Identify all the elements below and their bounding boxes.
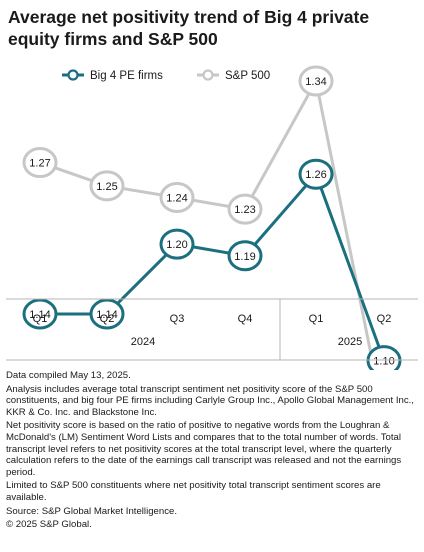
chart-title: Average net positivity trend of Big 4 pr… xyxy=(8,7,370,49)
x-axis: Q1 Q2 Q3 Q4 Q1 Q2 2024 2025 xyxy=(6,298,418,361)
data-point-s0-2 xyxy=(159,228,195,260)
data-label-s0-1: 1.14 xyxy=(96,309,117,321)
series-lines xyxy=(39,79,386,370)
year-label-2025: 2025 xyxy=(338,336,362,348)
data-label-s0-0: 1.14 xyxy=(29,309,50,321)
year-label-2024: 2024 xyxy=(131,336,155,348)
note-compiled: Data compiled May 13, 2025. xyxy=(6,370,131,381)
data-point-s1-3 xyxy=(227,193,263,225)
legend-label-0: Big 4 PE firms xyxy=(90,70,163,82)
note-analysis: Analysis includes average total transcri… xyxy=(6,383,414,418)
legend-marker-0 xyxy=(67,69,79,81)
footnotes: Data compiled May 13, 2025. Analysis inc… xyxy=(6,370,418,533)
data-point-s0-4 xyxy=(298,158,334,190)
data-point-s1-2 xyxy=(159,182,195,213)
note-methodology: Net positivity score is based on the rat… xyxy=(6,420,402,478)
x-tick-label-4: Q1 xyxy=(309,313,324,325)
x-tick-label-0: Q1 xyxy=(33,313,48,325)
data-label-s1-0: 1.27 xyxy=(29,158,50,170)
data-label-s0-2: 1.20 xyxy=(166,239,187,251)
legend-marker-1 xyxy=(202,69,214,81)
data-point-s0-3 xyxy=(227,240,263,272)
series-line-1 xyxy=(39,79,376,370)
note-copyright: © 2025 S&P Global. xyxy=(6,519,92,531)
data-point-s0-5 xyxy=(366,345,402,370)
data-point-s0-0 xyxy=(22,298,58,330)
data-label-s0-4: 1.26 xyxy=(305,169,326,181)
note-source: Source: S&P Global Market Intelligence. xyxy=(6,505,178,517)
x-tick-label-5: Q2 xyxy=(377,313,392,325)
data-label-s0-5: 1.10 xyxy=(373,356,394,368)
data-label-s0-3: 1.19 xyxy=(234,251,255,263)
x-tick-label-3: Q4 xyxy=(238,313,253,325)
data-point-s1-0 xyxy=(22,147,58,179)
data-point-s1-4 xyxy=(298,65,334,97)
data-point-s1-1 xyxy=(89,170,125,202)
data-label-s1-4: 1.34 xyxy=(305,76,326,88)
data-markers: 1.271.251.241.231.341.051.141.141.201.19… xyxy=(22,65,402,370)
data-label-s1-3: 1.23 xyxy=(234,204,255,216)
data-point-s0-1 xyxy=(89,298,125,330)
x-tick-label-2: Q3 xyxy=(170,313,185,325)
legend: Big 4 PE firms S&P 500 xyxy=(62,69,270,82)
data-label-s1-1: 1.25 xyxy=(96,181,117,193)
line-chart: Big 4 PE firms S&P 500 1.27 1.25 1.24 1.23 1.… xyxy=(6,65,418,370)
note-limitation: Limited to S&P 500 constituents where ne… xyxy=(6,480,381,503)
x-tick-label-1: Q2 xyxy=(100,313,115,325)
data-label-s1-2: 1.24 xyxy=(166,193,187,205)
legend-label-1: S&P 500 xyxy=(225,70,270,82)
